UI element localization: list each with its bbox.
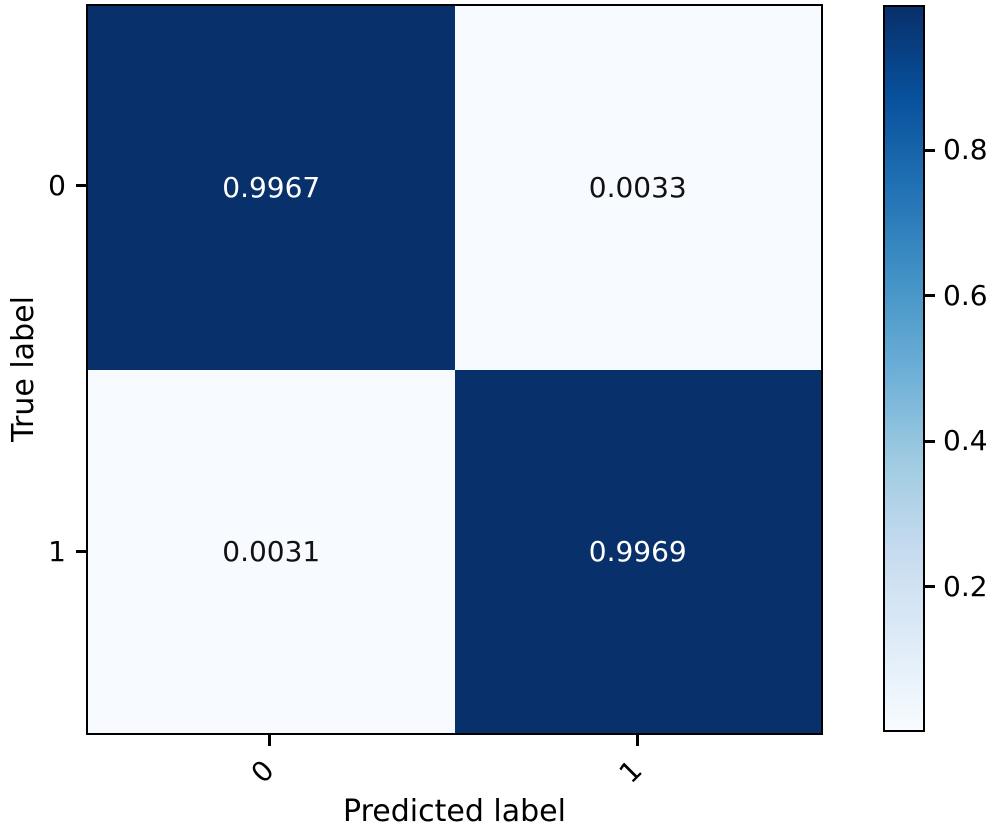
heatmap-cell-true1-pred0: 0.0031 [88,369,455,733]
y-tick-label-1: 1 [48,535,66,568]
colorbar-tick-mark [925,148,935,152]
colorbar-gradient [883,5,925,732]
heatmap-plot: 0.9967 0.0033 0.0031 0.9969 [86,4,823,735]
x-tick-mark-0 [268,735,271,746]
x-tick-label-0: 0 [244,753,281,790]
y-tick-label-0: 0 [48,169,66,202]
y-axis-label: True label [6,296,41,442]
colorbar-tick-label: 0.8 [943,133,988,167]
colorbar-tick-mark [925,294,935,298]
colorbar-tick-label: 0.2 [943,569,988,603]
heatmap-cell-true0-pred0: 0.9967 [88,6,455,370]
colorbar-tick-mark [925,439,935,443]
x-tick-label-1: 1 [612,753,649,790]
y-tick-mark-1 [76,550,86,553]
heatmap-cell-true1-pred1: 0.9969 [454,369,821,733]
y-tick-mark-0 [76,184,86,187]
x-axis-label: Predicted label [343,794,566,829]
colorbar-axis: 0.8 0.6 0.4 0.2 [925,7,993,730]
colorbar-tick-mark [925,585,935,589]
colorbar-tick-label: 0.4 [943,424,988,458]
colorbar-tick-label: 0.6 [943,278,988,312]
heatmap-cell-true0-pred1: 0.0033 [454,6,821,370]
x-tick-mark-1 [636,735,639,746]
